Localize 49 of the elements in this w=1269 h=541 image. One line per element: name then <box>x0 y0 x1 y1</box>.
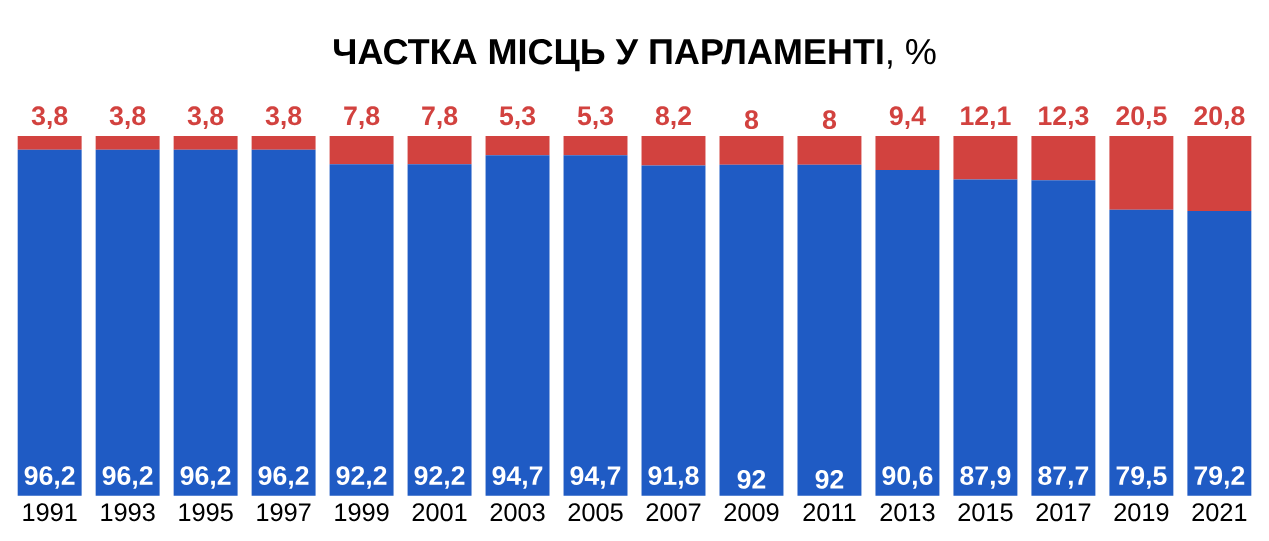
x-tick-label: 2015 <box>958 503 1013 522</box>
data-label: 92 <box>815 469 844 489</box>
data-label: 92,2 <box>336 466 387 489</box>
data-label: 5,3 <box>499 106 536 129</box>
data-label: 8,2 <box>655 106 691 129</box>
data-label: 8 <box>822 110 837 129</box>
data-label: 9,4 <box>889 106 926 129</box>
x-tick-label: 2007 <box>646 503 701 522</box>
x-tick-label: 1999 <box>335 503 389 522</box>
data-label: 12,1 <box>961 106 1011 129</box>
data-label: 96,2 <box>102 466 153 489</box>
data-label: 94,7 <box>492 466 543 489</box>
data-label: 79,2 <box>1194 466 1245 489</box>
data-label: 92,2 <box>414 466 465 489</box>
x-tick-label: 2011 <box>803 503 856 522</box>
x-tick-label: 2019 <box>1114 503 1169 522</box>
data-label: 87,9 <box>960 466 1011 489</box>
data-label: 3,8 <box>265 106 302 129</box>
data-label: 87,7 <box>1038 466 1089 489</box>
x-tick-label: 2005 <box>568 503 623 522</box>
data-label: 96,2 <box>24 466 75 489</box>
data-label: 96,2 <box>258 466 309 489</box>
data-label: 94,7 <box>570 466 621 489</box>
x-tick-label: 1997 <box>257 503 311 522</box>
data-label: 91,8 <box>648 466 699 489</box>
data-label: 90,6 <box>882 466 933 489</box>
x-tick-label: 1993 <box>101 503 155 522</box>
x-tick-label: 2003 <box>490 503 545 522</box>
data-label: 3,8 <box>31 106 68 129</box>
x-tick-label: 2001 <box>412 503 467 522</box>
data-label: 3,8 <box>109 106 146 129</box>
data-label: 79,5 <box>1116 466 1167 489</box>
x-tick-label: 1991 <box>23 503 77 522</box>
x-tick-label: 2021 <box>1192 503 1247 522</box>
x-tick-label: 2009 <box>724 503 779 522</box>
data-label: 3,8 <box>187 106 224 129</box>
data-label: 20,5 <box>1116 106 1167 129</box>
data-label: 96,2 <box>180 466 231 489</box>
x-tick-label: 1995 <box>179 503 233 522</box>
chart-title: ЧАСТКА МІСЦЬ У ПАРЛАМЕНТІ, % <box>334 38 936 72</box>
x-tick-label: 2013 <box>880 503 935 522</box>
data-label: 12,3 <box>1039 106 1089 129</box>
x-tick-label: 2017 <box>1036 503 1091 522</box>
data-label: 7,8 <box>422 106 458 129</box>
data-label: 8 <box>744 110 759 129</box>
data-label: 20,8 <box>1194 106 1245 129</box>
data-label: 5,3 <box>577 106 614 129</box>
data-label: 7,8 <box>344 106 380 129</box>
data-label: 92 <box>737 469 766 489</box>
